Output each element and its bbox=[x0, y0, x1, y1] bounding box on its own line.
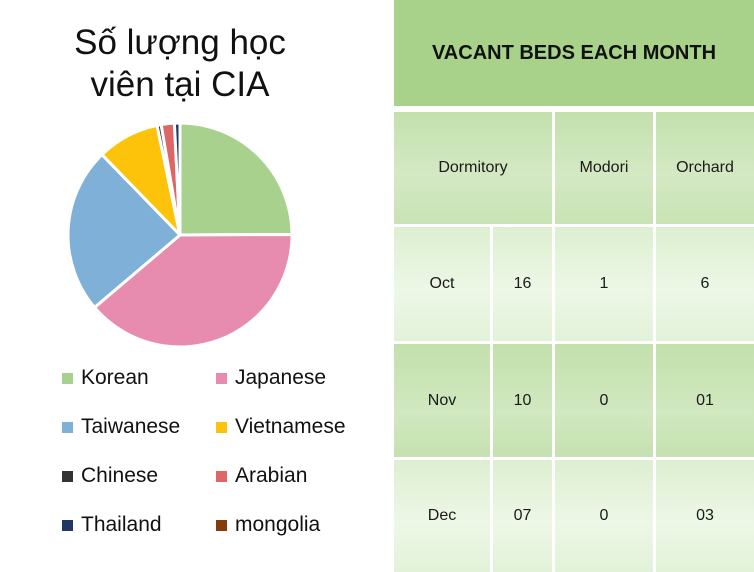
legend-item-japanese: Japanese bbox=[216, 364, 326, 392]
row-dec-orchard: 03 bbox=[656, 460, 754, 572]
pie-slice-thailand bbox=[172, 121, 182, 237]
legend-item-arabian: Arabian bbox=[216, 462, 307, 490]
chart-title-line-1: Số lượng học bbox=[74, 23, 286, 62]
column-header-orchard: Orchard bbox=[656, 112, 754, 224]
row-nov-dormitory: 10 bbox=[493, 344, 552, 457]
row-oct-orchard: 6 bbox=[656, 227, 754, 341]
legend-item-chinese: Chinese bbox=[62, 462, 158, 490]
legend-item-korean: Korean bbox=[62, 364, 149, 392]
legend-swatch bbox=[216, 519, 227, 531]
legend-item-thailand: Thailand bbox=[62, 511, 162, 539]
legend-swatch bbox=[216, 372, 227, 384]
legend-item-vietnamese: Vietnamese bbox=[216, 413, 346, 441]
pie-slice-korean bbox=[178, 121, 294, 237]
pie-slice-taiwanese bbox=[66, 153, 182, 309]
legend-label: Korean bbox=[81, 366, 149, 389]
legend-swatch bbox=[62, 470, 73, 482]
legend-label: Taiwanese bbox=[81, 415, 181, 438]
legend-item-mongolia: mongolia bbox=[216, 511, 320, 539]
legend-swatch bbox=[62, 421, 73, 433]
legend-label: Vietnamese bbox=[235, 415, 346, 438]
column-header-dormitory: Dormitory bbox=[394, 112, 552, 224]
pie-chart bbox=[66, 121, 294, 349]
legend-label: mongolia bbox=[235, 513, 321, 536]
legend-swatch bbox=[216, 421, 227, 433]
row-dec-modori: 0 bbox=[555, 460, 653, 572]
chart-title-line-2: viên tại CIA bbox=[90, 65, 270, 104]
legend-swatch bbox=[62, 519, 73, 531]
legend-swatch bbox=[216, 470, 227, 482]
row-oct-month: Oct bbox=[394, 227, 490, 341]
pie-slice-japanese bbox=[93, 232, 294, 349]
legend-item-taiwanese: Taiwanese bbox=[62, 413, 180, 441]
row-dec-dormitory: 07 bbox=[493, 460, 552, 572]
legend-swatch bbox=[62, 372, 73, 384]
legend-label: Arabian bbox=[235, 464, 308, 487]
row-dec-month: Dec bbox=[394, 460, 490, 572]
chart-title: Số lượng học viên tại CIA bbox=[0, 22, 360, 106]
legend-label: Thailand bbox=[81, 513, 162, 536]
vacant-beds-table: VACANT BEDS EACH MONTH Dormitory Modori … bbox=[392, 0, 754, 572]
legend-label: Chinese bbox=[81, 464, 159, 487]
chart-panel: Số lượng học viên tại CIA Korean Japanese… bbox=[0, 22, 360, 539]
row-oct-dormitory: 16 bbox=[493, 227, 552, 341]
row-nov-modori: 0 bbox=[555, 344, 653, 457]
table-title: VACANT BEDS EACH MONTH bbox=[394, 0, 754, 106]
legend-label: Japanese bbox=[235, 366, 327, 389]
row-nov-month: Nov bbox=[394, 344, 490, 457]
column-header-modori: Modori bbox=[555, 112, 653, 224]
row-oct-modori: 1 bbox=[555, 227, 653, 341]
row-nov-orchard: 01 bbox=[656, 344, 754, 457]
